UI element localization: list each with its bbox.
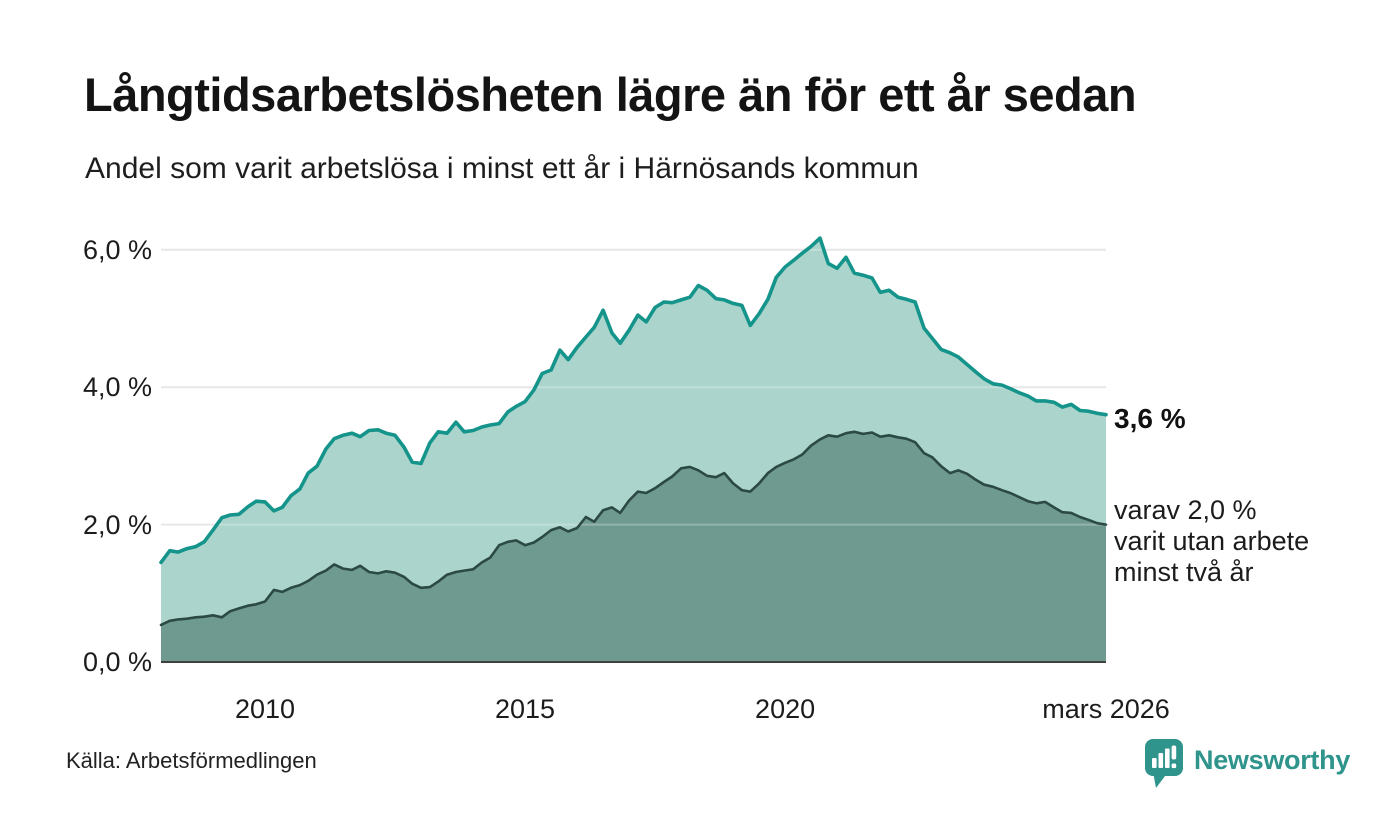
x-axis-tick-label: mars 2026 <box>1042 694 1170 724</box>
y-axis-tick-label: 4,0 % <box>82 372 152 403</box>
secondary-annotation: varav 2,0 % varit utan arbete minst två … <box>1114 495 1310 587</box>
x-axis-tick-label: 2020 <box>755 694 816 724</box>
page-subtitle: Andel som varit arbetslösa i minst ett å… <box>85 152 919 185</box>
page-title: Långtidsarbetslösheten lägre än för ett … <box>84 68 1137 121</box>
brand-name: Newsworthy <box>1194 745 1351 775</box>
y-axis-tick-label: 6,0 % <box>82 234 152 265</box>
x-axis-tick-label: 2015 <box>495 694 556 724</box>
y-axis-tick-label: 0,0 % <box>82 647 152 677</box>
bar-chart-speech-bubble-icon <box>1145 739 1183 788</box>
latest-value-annotation: 3,6 % <box>1114 403 1186 434</box>
source-credit: Källa: Arbetsförmedlingen <box>66 748 317 773</box>
series-line-one-year <box>159 236 1108 565</box>
newsworthy-logo: Newsworthy <box>1144 738 1350 790</box>
x-axis-tick-label: 2010 <box>234 694 296 724</box>
series-line-two-years <box>159 430 1108 627</box>
y-axis-tick-label: 2,0 % <box>82 509 152 540</box>
series-area-1 <box>161 431 1106 662</box>
